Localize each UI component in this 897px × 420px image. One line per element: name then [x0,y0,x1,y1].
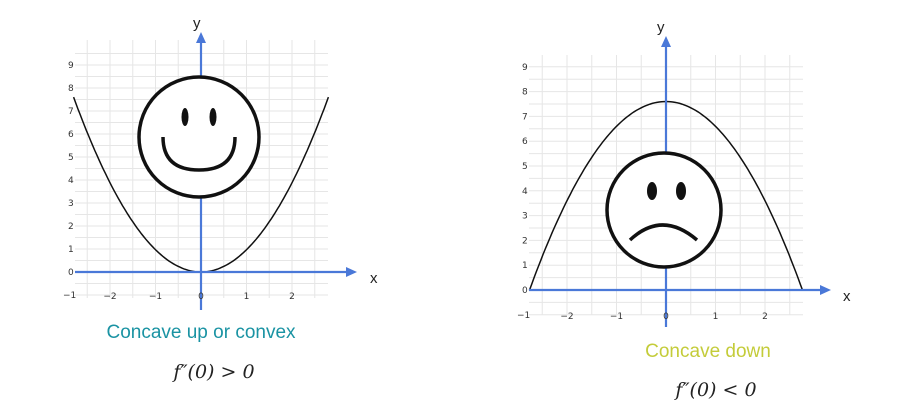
x-axis-label: x [843,288,851,305]
x-tick-label: −2 [103,292,116,302]
y-tick-label: 6 [522,137,528,147]
y-tick-label: −1 [517,311,530,321]
y-tick-label: 7 [522,112,528,122]
y-tick-label: 6 [68,130,74,140]
y-tick-label: 2 [522,236,528,246]
y-tick-label: 7 [68,107,74,117]
left-formula: f″(0) > 0 [171,361,254,383]
y-axis-label: y [657,19,665,36]
y-tick-label: 5 [522,162,528,172]
smiley-face-icon [137,75,261,199]
y-tick-label: 8 [68,84,74,94]
x-tick-label: 2 [289,292,295,302]
left-caption: Concave up or convex [106,322,296,343]
y-tick-label: 4 [522,187,528,197]
y-tick-label: 3 [522,212,528,222]
y-tick-label: 9 [522,63,528,73]
y-tick-label: 5 [68,153,74,163]
x-tick-label: 0 [198,292,204,302]
x-tick-label: 1 [244,292,250,302]
y-tick-label: 2 [68,222,74,232]
y-tick-label: 3 [68,199,74,209]
right-formula: f″(0) < 0 [673,379,756,401]
y-tick-label: 0 [68,268,74,278]
frowning-face-icon [605,151,723,269]
y-tick-label: 1 [68,245,74,255]
y-tick-label: 8 [522,88,528,98]
y-tick-label: 4 [68,176,74,186]
y-axis-arrow [196,32,206,43]
x-axis-label: x [370,270,378,287]
y-tick-label: 1 [522,261,528,271]
y-tick-label: −1 [63,291,76,301]
y-axis-arrow [661,36,671,47]
x-axis-arrow [346,267,357,277]
x-tick-label: −1 [149,292,162,302]
x-tick-label: 0 [663,312,669,322]
x-tick-label: 2 [762,312,768,322]
y-tick-label: 0 [522,286,528,296]
x-tick-label: −2 [560,312,573,322]
x-tick-label: 1 [713,312,719,322]
y-axis-label: y [193,15,201,32]
right-caption: Concave down [645,341,771,362]
y-tick-label: 9 [68,61,74,71]
x-tick-label: −1 [610,312,623,322]
x-axis-arrow [820,285,831,295]
